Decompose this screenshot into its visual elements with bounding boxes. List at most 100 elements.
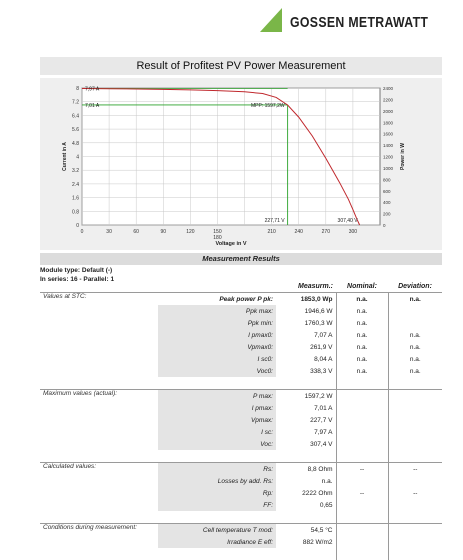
param-nominal: n.a.	[336, 317, 388, 329]
param-deviation	[388, 305, 442, 317]
param-name: Cell temperature T mod:	[158, 524, 276, 537]
y-right-tick-label: 2400	[383, 86, 394, 91]
gap-cell	[276, 548, 336, 560]
y-right-tick-label: 1000	[383, 166, 394, 171]
y-left-tick-label: 3.2	[72, 168, 79, 174]
section-label	[40, 536, 158, 548]
param-value: 8,8 Ohm	[276, 463, 336, 476]
param-value: 54,5 °C	[276, 524, 336, 537]
param-value: 0,65	[276, 499, 336, 511]
param-name: Voc0:	[158, 365, 276, 377]
x-tick-label: 210	[267, 229, 276, 235]
param-name: I sc:	[158, 426, 276, 438]
param-name: I pmax:	[158, 402, 276, 414]
col-nominal: Nominal:	[336, 280, 388, 293]
gap-cell	[336, 548, 388, 560]
param-nominal	[336, 524, 388, 537]
param-nominal: n.a.	[336, 365, 388, 377]
section-gap	[40, 548, 442, 560]
param-name: Vpmax0:	[158, 341, 276, 353]
param-value: 261,9 V	[276, 341, 336, 353]
gap-cell	[388, 450, 442, 463]
gap-cell	[336, 450, 388, 463]
param-value: 2222 Ohm	[276, 487, 336, 499]
param-nominal	[336, 475, 388, 487]
x-tick-label: 0	[81, 229, 84, 235]
section-label	[40, 353, 158, 365]
x-tick-label: 120	[186, 229, 195, 235]
brand-name: GOSSEN METRAWATT	[290, 14, 428, 31]
result-row: Irradiance E eff:882 W/m2	[40, 536, 442, 548]
result-row: I pmax:7,01 A	[40, 402, 442, 414]
param-nominal: n.a.	[336, 293, 388, 306]
y-right-tick-label: 1400	[383, 143, 394, 148]
param-nominal: n.a.	[336, 305, 388, 317]
param-value: 338,3 V	[276, 365, 336, 377]
param-deviation	[388, 390, 442, 403]
param-name: Ppk min:	[158, 317, 276, 329]
gap-cell	[158, 511, 276, 524]
param-deviation: n.a.	[388, 341, 442, 353]
param-deviation	[388, 536, 442, 548]
result-row: Calculated values:Rs:8,8 Ohm----	[40, 463, 442, 476]
y-left-tick-label: 7.2	[72, 100, 79, 106]
module-type-label: Module type: Default (-)	[40, 267, 112, 274]
param-name: Losses by add. Rs:	[158, 475, 276, 487]
param-nominal	[336, 402, 388, 414]
mpp-label: MPP: 1597,2W	[251, 103, 285, 109]
x-axis-label: Voltage in V	[215, 241, 246, 247]
param-deviation: n.a.	[388, 365, 442, 377]
param-value: 7,07 A	[276, 329, 336, 341]
param-deviation: n.a.	[388, 293, 442, 306]
result-row: Losses by add. Rs:n.a.	[40, 475, 442, 487]
param-deviation	[388, 475, 442, 487]
results-header-row: Measurm.: Nominal: Deviation:	[40, 280, 442, 293]
result-row: Vpmax:227,7 V	[40, 414, 442, 426]
section-label	[40, 438, 158, 450]
y-left-tick-label: 5.6	[72, 127, 79, 133]
section-gap	[40, 450, 442, 463]
y-right-tick-label: 600	[383, 189, 391, 194]
logo-triangle-icon	[256, 6, 286, 34]
gap-cell	[276, 377, 336, 390]
param-deviation: n.a.	[388, 329, 442, 341]
y-left-axis-label: Current in A	[62, 142, 68, 171]
x-tick-label: 300	[349, 229, 358, 235]
gap-cell	[388, 548, 442, 560]
param-deviation: --	[388, 463, 442, 476]
y-right-tick-label: 800	[383, 177, 391, 182]
y-right-tick-label: 1200	[383, 155, 394, 160]
x-tick-label: 30	[106, 229, 112, 235]
gap-cell	[276, 450, 336, 463]
section-label	[40, 365, 158, 377]
y-right-tick-label: 1800	[383, 120, 394, 125]
param-name: I pmax0:	[158, 329, 276, 341]
section-label: Conditions during measurement:	[40, 524, 158, 537]
param-name: I sc0:	[158, 353, 276, 365]
param-nominal: n.a.	[336, 341, 388, 353]
param-nominal	[336, 390, 388, 403]
gap-cell	[40, 377, 158, 390]
param-name: Irradiance E eff:	[158, 536, 276, 548]
param-deviation: --	[388, 487, 442, 499]
param-nominal: --	[336, 487, 388, 499]
gap-cell	[40, 548, 158, 560]
imp-label: 7,01 A	[85, 103, 100, 109]
param-value: 227,7 V	[276, 414, 336, 426]
results-table: Measurm.: Nominal: Deviation: Values at …	[40, 280, 442, 560]
gap-cell	[336, 511, 388, 524]
param-name: P max:	[158, 390, 276, 403]
y-left-tick-label: 4	[76, 155, 79, 161]
param-value: 1597,2 W	[276, 390, 336, 403]
param-value: 307,4 V	[276, 438, 336, 450]
x-tick-label: 240	[295, 229, 304, 235]
y-left-tick-label: 1.6	[72, 196, 79, 202]
section-label: Maximum values (actual):	[40, 390, 158, 403]
vmp-label: 227,71 V	[265, 218, 286, 224]
col-deviation: Deviation:	[388, 280, 442, 293]
